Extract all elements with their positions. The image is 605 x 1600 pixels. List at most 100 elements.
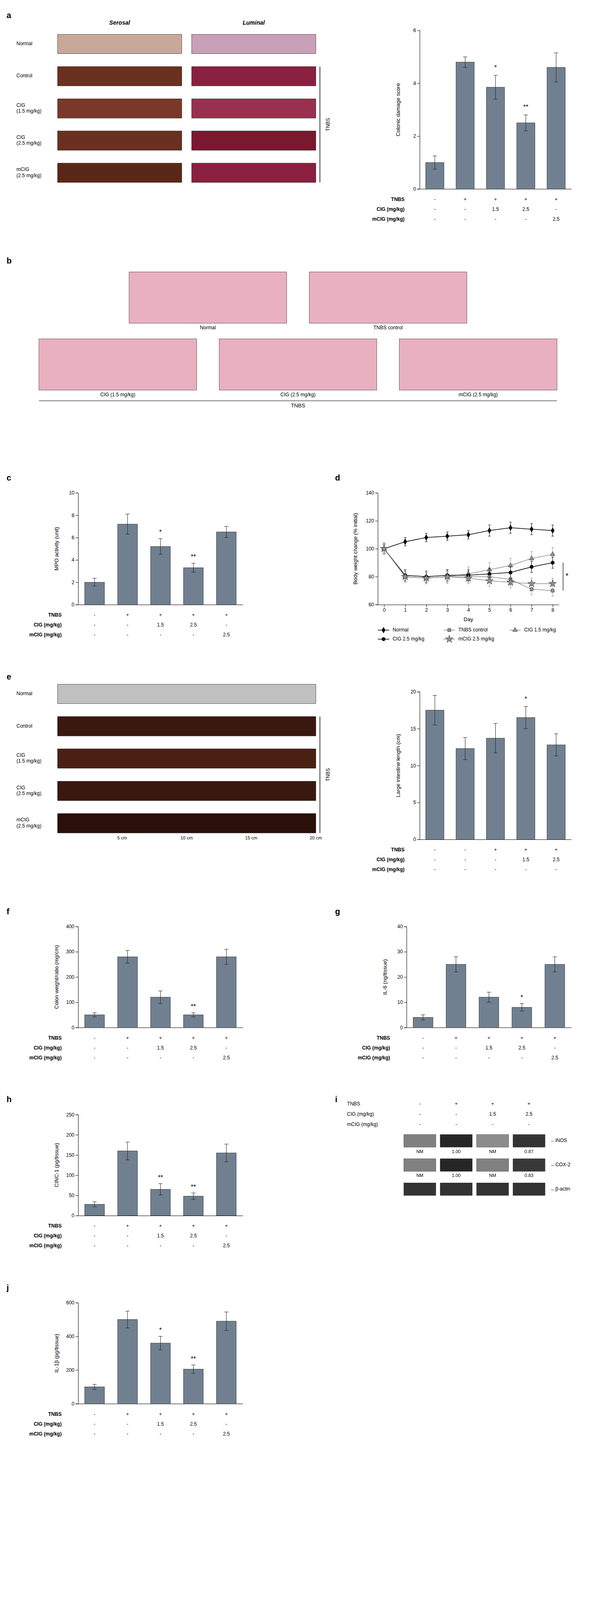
tick-mark xyxy=(75,976,79,978)
tick-mark xyxy=(75,1175,79,1176)
tick: 4 xyxy=(413,80,420,87)
tick-label: 30 xyxy=(397,948,404,955)
tick-label: 8 xyxy=(551,607,555,613)
plot-area xyxy=(84,949,237,1028)
bar-panel: 010203040*IL-6 (ng/tissue)TNBS-++++CIG (… xyxy=(357,923,572,1061)
x-axis-title: Day xyxy=(463,616,474,623)
tick-label: 200 xyxy=(66,1367,75,1373)
table-cell: + xyxy=(191,611,195,618)
table-row-label: CIG (mg/kg) xyxy=(33,1232,62,1239)
table-row-label: TNBS xyxy=(346,1100,361,1107)
bar xyxy=(456,748,475,840)
legend-item: CIG 1.5 mg/kg xyxy=(509,626,556,633)
tick: 2 xyxy=(424,604,428,614)
table-cell: + xyxy=(524,196,528,203)
marker xyxy=(466,531,470,538)
series xyxy=(382,542,555,582)
tick-label: 600 xyxy=(66,1299,75,1306)
panel-label: a xyxy=(6,10,12,20)
bar xyxy=(547,744,566,840)
column-header: Luminal xyxy=(242,19,266,26)
error-bar xyxy=(92,1012,97,1017)
tick-label: 5 xyxy=(413,799,416,806)
legend-label: CIG 2.5 mg/kg xyxy=(392,635,425,642)
bar xyxy=(183,1369,204,1404)
marker xyxy=(529,565,534,569)
tick-label: 2 xyxy=(71,579,75,586)
image-label: mCIG (2.5 mg/kg) xyxy=(458,391,498,398)
text-line: CIG xyxy=(16,102,26,109)
table-cell: - xyxy=(192,1430,195,1437)
table-cell: 1.5 xyxy=(485,1044,493,1051)
x-axis xyxy=(420,189,572,190)
table-cell: 2.5 xyxy=(189,1420,197,1427)
text-line: (2.5 mg/kg) xyxy=(16,140,42,146)
table-cell: - xyxy=(93,621,96,628)
table-row-label: CIG (mg/kg) xyxy=(33,1044,62,1051)
table-cell: - xyxy=(159,631,162,638)
annotation: * xyxy=(565,571,569,580)
marker xyxy=(422,573,431,582)
x-axis xyxy=(78,1215,244,1216)
image-placeholder xyxy=(309,271,467,324)
table-cell: 2.5 xyxy=(222,1430,230,1437)
tick: 10 xyxy=(410,762,420,769)
tick-mark xyxy=(75,492,79,494)
y-axis-line xyxy=(75,492,79,605)
bar xyxy=(425,709,444,839)
table-cell: 1.5 xyxy=(157,621,164,628)
y-axis-line xyxy=(417,691,421,840)
y-axis-line xyxy=(375,492,379,605)
annotation-bracket xyxy=(562,562,564,591)
tick: 30 xyxy=(397,948,407,955)
marker xyxy=(508,562,513,567)
bar xyxy=(516,717,535,839)
tick: 200 xyxy=(66,1131,79,1138)
table-cell: - xyxy=(434,846,436,853)
row-label: Control xyxy=(16,73,33,79)
image-placeholder xyxy=(57,163,182,183)
table-row-label: CIG (mg/kg) xyxy=(376,856,405,863)
row-label: mCIG(2.5 mg/kg) xyxy=(16,166,42,178)
error-bar xyxy=(487,991,492,1003)
tick-mark xyxy=(417,765,420,766)
tick-mark xyxy=(75,514,79,516)
table-cell: - xyxy=(455,1121,458,1127)
table-cell: - xyxy=(159,1054,162,1061)
error-bar xyxy=(463,737,468,760)
panel-label: d xyxy=(334,473,340,483)
y-axis: 05101520 xyxy=(410,688,421,843)
tick: 0 xyxy=(71,601,79,608)
table-cell: - xyxy=(454,1054,457,1061)
bar xyxy=(216,1152,237,1216)
error-bar xyxy=(224,1143,229,1162)
tick: 4 xyxy=(71,556,79,563)
row-label: CIG(2.5 mg/kg) xyxy=(16,784,42,797)
band xyxy=(440,1182,473,1196)
tick: 0 xyxy=(413,186,420,192)
tick-label: 10 xyxy=(69,489,75,496)
tick: 150 xyxy=(66,1152,79,1158)
image-placeholder xyxy=(191,66,316,86)
table-cell: - xyxy=(464,856,467,863)
tick: 120 xyxy=(365,517,378,524)
image-grid: SerosalLuminalNormalControlCIG(1.5 mg/kg… xyxy=(16,19,331,183)
tick: 2 xyxy=(413,133,420,139)
tick-label: 50 xyxy=(69,1192,75,1199)
tick-mark xyxy=(531,604,532,608)
y-axis-line xyxy=(404,926,407,1028)
y-axis-title: MPO activity (unit) xyxy=(53,526,60,571)
table-cell: 1.5 xyxy=(491,206,499,213)
tick-mark xyxy=(75,1302,79,1303)
tick-label: 400 xyxy=(66,923,75,930)
tick-mark xyxy=(75,926,79,927)
table-cell: + xyxy=(126,1222,130,1229)
tick-label: 0 xyxy=(383,607,386,613)
x-axis-line xyxy=(420,839,572,840)
table-row-label: mCIG (mg/kg) xyxy=(372,866,405,873)
image-label: CIG (2.5 mg/kg) xyxy=(280,391,316,398)
tick: 60 xyxy=(368,601,378,608)
marker xyxy=(508,570,513,575)
tick: 6 xyxy=(509,604,513,614)
table-cell: + xyxy=(454,1100,458,1107)
